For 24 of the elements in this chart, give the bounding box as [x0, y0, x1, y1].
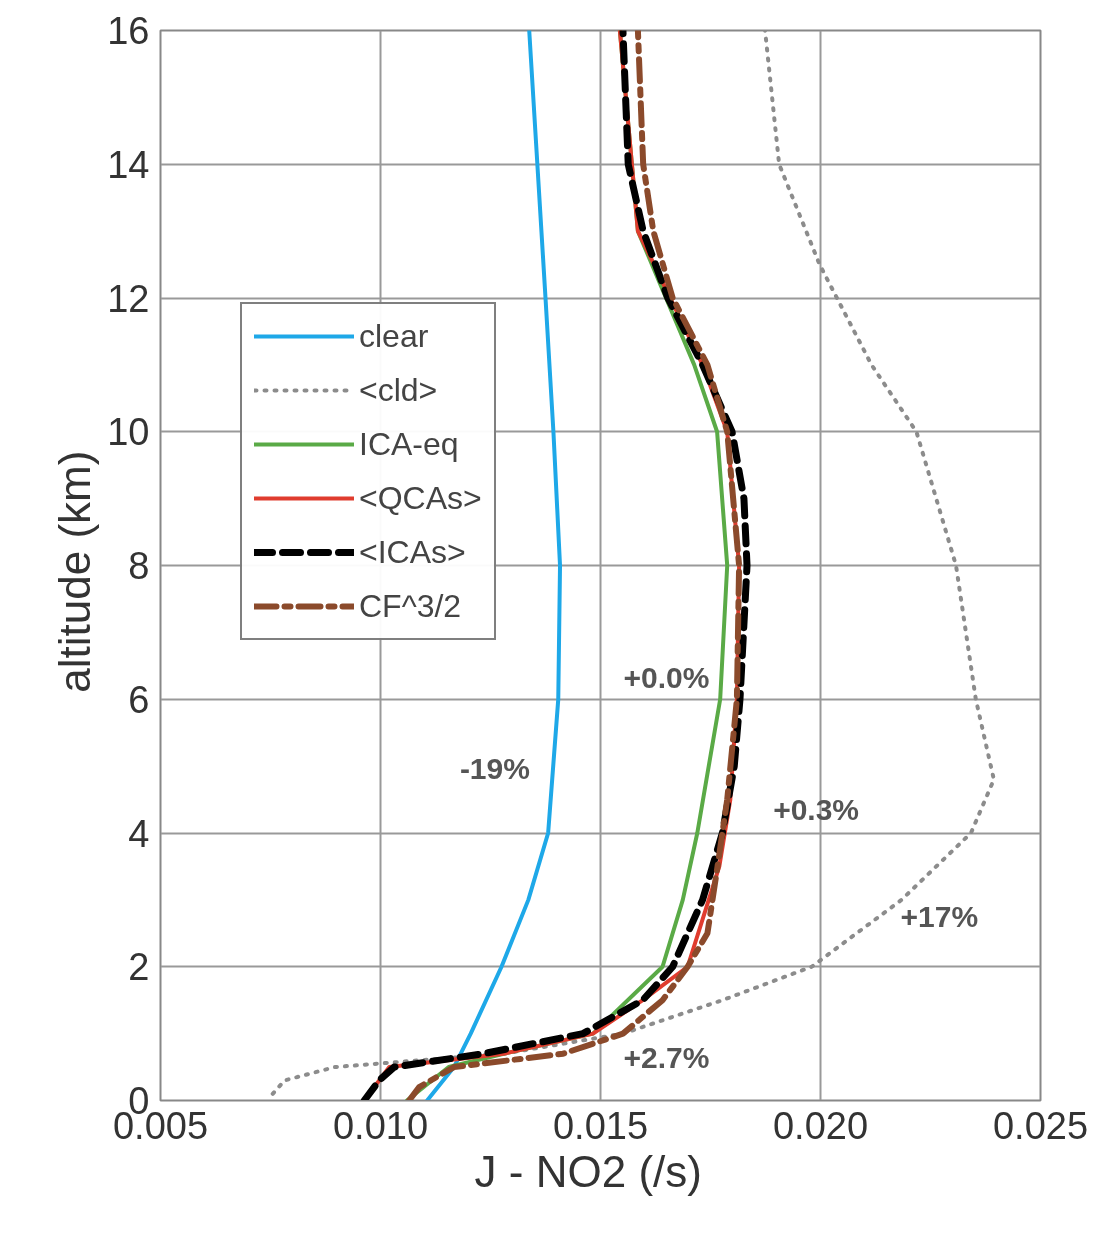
x-axis-title: J - NO2 (/s) — [474, 1146, 702, 1196]
y-tick-label: 10 — [107, 411, 150, 454]
legend-label: <ICAs> — [359, 533, 466, 571]
x-tick-label: 0.015 — [552, 1104, 649, 1147]
y-tick-label: 6 — [128, 678, 150, 721]
y-tick-label: 16 — [107, 10, 150, 52]
y-axis-title: altitude (km) — [50, 450, 100, 693]
y-tick-label: 8 — [128, 545, 150, 587]
x-tick-label: 0.025 — [992, 1104, 1089, 1147]
y-tick-label: 2 — [128, 946, 150, 989]
annotation: +17% — [900, 899, 979, 933]
annotation: -19% — [459, 752, 530, 786]
legend-label: CF^3/2 — [359, 587, 462, 625]
legend-label: <cld> — [359, 371, 438, 409]
y-tick-label: 14 — [107, 143, 150, 186]
legend-label: clear — [359, 317, 429, 355]
annotation: +2.7% — [623, 1041, 710, 1075]
x-tick-label: 0.020 — [772, 1104, 869, 1147]
y-tick-label: 4 — [128, 812, 150, 855]
legend-label: <QCAs> — [359, 479, 482, 517]
annotation: +0.0% — [623, 661, 710, 695]
y-tick-label: 12 — [107, 277, 150, 320]
legend-label: ICA-eq — [359, 425, 459, 463]
x-tick-label: 0.010 — [332, 1104, 429, 1147]
